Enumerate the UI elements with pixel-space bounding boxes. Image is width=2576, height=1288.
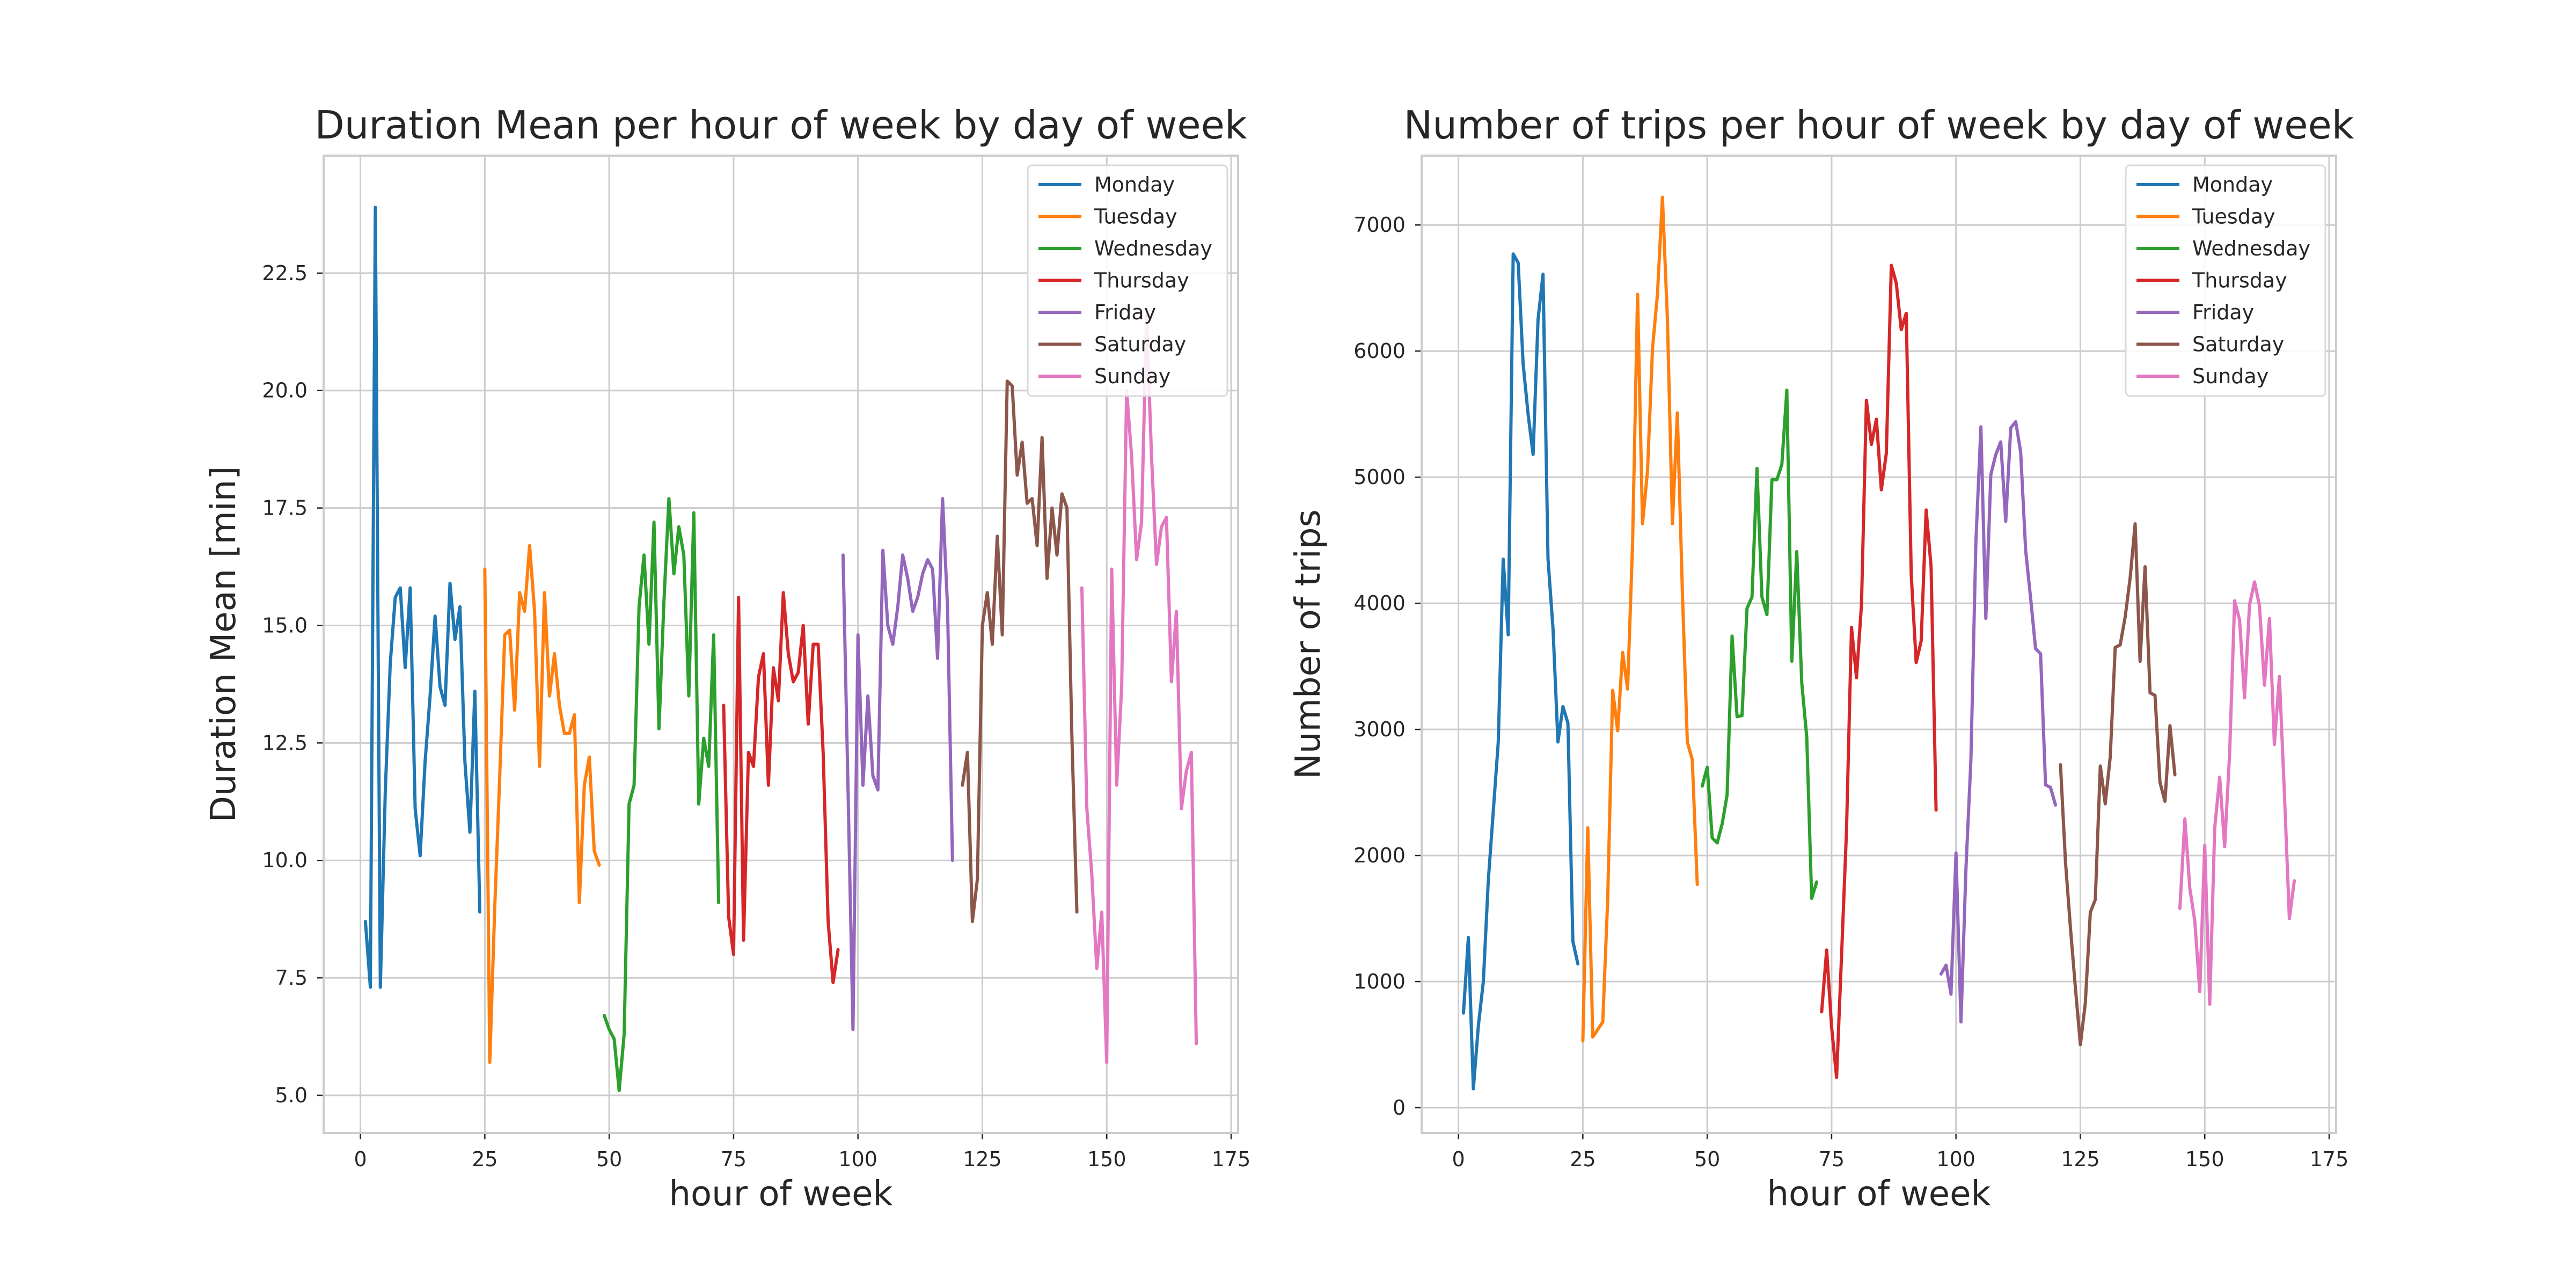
x-tick-label: 0 <box>1452 1147 1465 1171</box>
y-tick-label: 0 <box>1393 1096 1406 1119</box>
y-axis-ticks: 5.0 7.5 10.0 12.5 15.0 17.5 20.0 22.5 <box>262 261 324 1107</box>
y-axis-label: Number of trips <box>1289 509 1328 779</box>
legend-label-tuesday: Tuesday <box>1094 205 1177 229</box>
x-tick-label: 150 <box>1087 1147 1126 1171</box>
chart-2: 0 25 50 75 100 125 150 175 0 1000 2000 3000 4000 5000… <box>1289 103 2354 1214</box>
series-line-tuesday <box>483 544 601 1064</box>
legend-label-thursday: Thursday <box>1094 269 1189 292</box>
chart-1: 0 25 50 75 100 125 150 175 5.0 7.5 10.0 12.5 15.0 17.… <box>204 103 1250 1214</box>
legend-box <box>2125 164 2326 397</box>
y-tick-label: 4000 <box>1353 591 1406 615</box>
y-tick-label: 12.5 <box>262 731 308 755</box>
legend: Monday Tuesday Wednesday Thursday Friday Satu… <box>2125 164 2326 397</box>
x-tick-label: 150 <box>2185 1147 2224 1171</box>
series-group <box>1461 195 2296 1091</box>
series-line-wednesday <box>602 497 721 1093</box>
legend-label-saturday: Saturday <box>2192 333 2284 356</box>
x-tick-label: 25 <box>1570 1147 1596 1171</box>
x-tick-label: 75 <box>1819 1147 1845 1171</box>
plot-frame <box>1421 155 2337 1134</box>
y-tick-label: 5.0 <box>275 1084 308 1107</box>
x-axis-label: hour of week <box>669 1174 892 1214</box>
y-tick-label: 6000 <box>1353 339 1406 363</box>
legend-label-wednesday: Wednesday <box>2192 237 2310 260</box>
x-axis-ticks: 0 25 50 75 100 125 150 175 <box>354 1133 1251 1171</box>
legend-label-friday: Friday <box>2192 301 2254 324</box>
series-line-sunday <box>2178 580 2296 1006</box>
x-tick-label: 125 <box>2061 1147 2100 1171</box>
y-tick-label: 5000 <box>1353 465 1406 489</box>
x-tick-label: 50 <box>596 1147 622 1171</box>
x-tick-label: 75 <box>721 1147 747 1171</box>
series-line-tuesday <box>1581 195 1699 1043</box>
x-tick-label: 0 <box>354 1147 367 1171</box>
series-line-friday <box>841 497 954 1031</box>
plot-frame <box>323 155 1239 1134</box>
x-axis-label: hour of week <box>1767 1174 1990 1214</box>
x-tick-label: 25 <box>472 1147 497 1171</box>
x-tick-label: 100 <box>838 1147 877 1171</box>
legend: Monday Tuesday Wednesday Thursday Friday Satu… <box>1027 164 1228 397</box>
x-tick-label: 50 <box>1694 1147 1720 1171</box>
legend-label-sunday: Sunday <box>2192 364 2268 388</box>
y-tick-label: 2000 <box>1353 844 1406 867</box>
y-tick-label: 20.0 <box>262 379 308 402</box>
legend-label-monday: Monday <box>2192 173 2273 196</box>
chart-title: Duration Mean per hour of week by day of… <box>314 103 1247 148</box>
y-tick-label: 1000 <box>1353 970 1406 993</box>
series-line-thursday <box>722 591 840 984</box>
legend-label-saturday: Saturday <box>1094 333 1186 356</box>
x-tick-label: 125 <box>963 1147 1002 1171</box>
y-tick-label: 7000 <box>1353 213 1406 237</box>
series-line-friday <box>1939 420 2058 1024</box>
x-tick-label: 100 <box>1936 1147 1975 1171</box>
legend-label-thursday: Thursday <box>2192 269 2287 292</box>
series-line-sunday <box>1080 313 1198 1064</box>
series-line-wednesday <box>1700 389 1819 900</box>
series-line-monday <box>1461 252 1580 1091</box>
y-tick-label: 7.5 <box>275 966 308 990</box>
y-tick-label: 15.0 <box>262 613 308 637</box>
legend-label-friday: Friday <box>1094 301 1156 324</box>
legend-label-wednesday: Wednesday <box>1094 237 1212 260</box>
series-line-saturday <box>2059 522 2177 1046</box>
series-line-saturday <box>961 379 1079 923</box>
y-tick-label: 3000 <box>1353 718 1406 741</box>
y-axis-ticks: 0 1000 2000 3000 4000 5000 6000 7000 <box>1353 213 1422 1119</box>
series-line-monday <box>363 206 482 989</box>
series-group <box>363 206 1198 1093</box>
y-tick-label: 17.5 <box>262 496 308 520</box>
y-tick-label: 10.0 <box>262 848 308 872</box>
legend-label-tuesday: Tuesday <box>2192 205 2275 229</box>
legend-label-sunday: Sunday <box>1094 364 1170 388</box>
x-tick-label: 175 <box>1212 1147 1251 1171</box>
y-axis-label: Duration Mean [min] <box>204 466 244 823</box>
series-line-thursday <box>1820 264 1938 1079</box>
chart-title: Number of trips per hour of week by day … <box>1404 103 2354 148</box>
legend-label-monday: Monday <box>1094 173 1175 196</box>
y-tick-label: 22.5 <box>262 261 308 285</box>
x-tick-label: 175 <box>2310 1147 2349 1171</box>
x-axis-ticks: 0 25 50 75 100 125 150 175 <box>1452 1133 2349 1171</box>
legend-box <box>1027 164 1228 397</box>
